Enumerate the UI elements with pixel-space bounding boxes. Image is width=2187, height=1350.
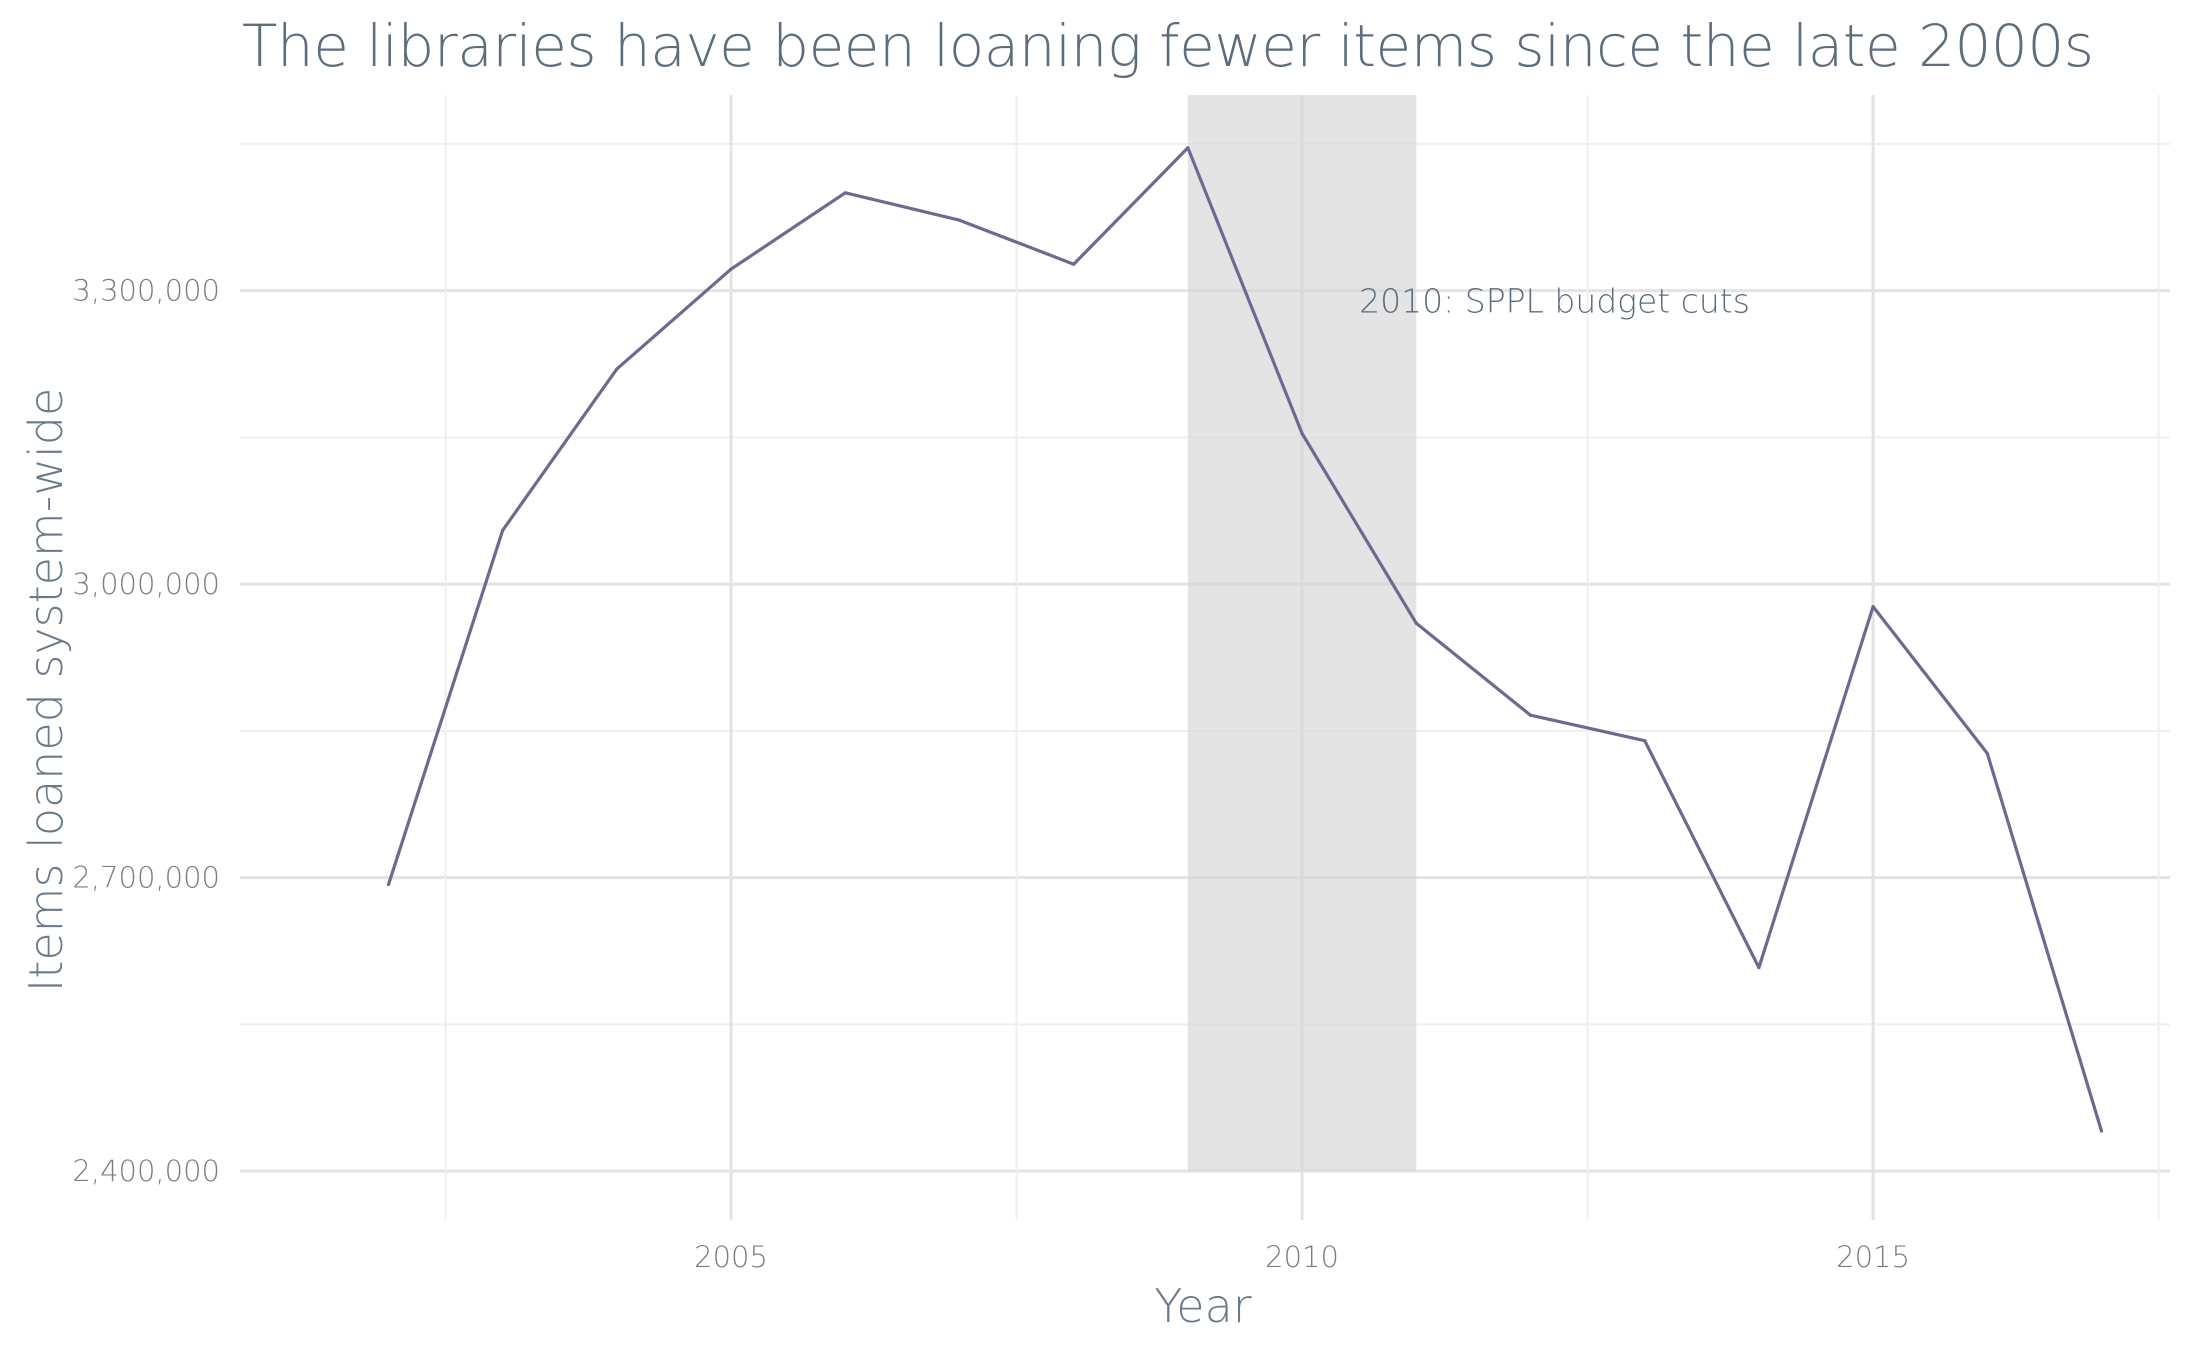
data-point-2007 <box>957 218 962 222</box>
x-axis-title: Year <box>1154 1279 1251 1333</box>
data-point-2010 <box>1300 431 1304 436</box>
data-point-2009 <box>1186 146 1190 150</box>
tick-labels: 2,400,000 2,700,000 3,000,000 3,300,000 2005… <box>72 274 1910 1274</box>
data-point-2008 <box>1072 262 1076 266</box>
data-point-2006 <box>843 191 847 195</box>
x-tick-label: 2005 <box>694 1240 768 1274</box>
x-tick-label: 2010 <box>1265 1240 1339 1274</box>
data-point-2013 <box>1643 739 1647 743</box>
data-point-2003 <box>501 528 505 532</box>
annotation-budget-cuts: 2010: SPPL budget cuts <box>1359 281 1750 320</box>
data-point-2014 <box>1757 966 1761 970</box>
series-line-0 <box>386 146 2104 1133</box>
data-point-2002 <box>386 882 391 887</box>
data-point-2012 <box>1528 713 1533 717</box>
data-point-2015 <box>1871 605 1875 609</box>
x-tick-label: 2015 <box>1836 1240 1910 1274</box>
data-point-2011 <box>1414 621 1418 625</box>
data-point-2016 <box>1985 751 1989 755</box>
y-tick-label: 3,000,000 <box>72 567 220 601</box>
data-point-2017 <box>2099 1129 2104 1133</box>
y-tick-label: 2,400,000 <box>72 1154 220 1188</box>
highlight-band <box>1187 95 1417 1172</box>
y-tick-label: 3,300,000 <box>72 274 220 308</box>
data-points <box>386 146 2104 1133</box>
y-axis-title: Items loaned system-wide <box>19 388 73 993</box>
chart-title: The libraries have been loaning fewer it… <box>242 12 2093 80</box>
data-point-2005 <box>729 267 733 271</box>
y-tick-label: 2,700,000 <box>72 861 220 895</box>
data-point-2004 <box>615 367 619 371</box>
series-group <box>386 146 2104 1133</box>
highlight-band-group <box>1187 95 1417 1172</box>
